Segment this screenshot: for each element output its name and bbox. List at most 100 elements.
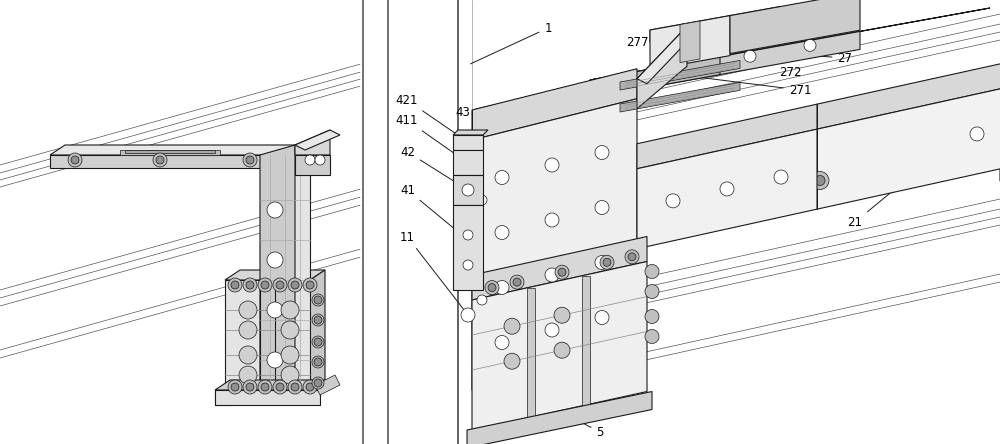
Text: 411: 411 [396, 114, 466, 162]
Circle shape [645, 309, 659, 324]
Circle shape [314, 379, 322, 387]
Circle shape [970, 127, 984, 141]
Circle shape [153, 153, 167, 167]
Circle shape [477, 295, 487, 305]
Circle shape [246, 281, 254, 289]
Polygon shape [125, 150, 215, 153]
Circle shape [815, 175, 825, 186]
Circle shape [485, 281, 499, 295]
Circle shape [488, 284, 496, 292]
Text: 261: 261 [709, 132, 894, 202]
Polygon shape [637, 26, 687, 109]
Circle shape [595, 201, 609, 214]
Polygon shape [467, 392, 652, 444]
Text: 27: 27 [793, 52, 852, 64]
Polygon shape [50, 145, 295, 155]
Circle shape [804, 40, 816, 52]
Circle shape [720, 182, 734, 196]
Circle shape [595, 255, 609, 270]
Circle shape [558, 414, 566, 422]
Circle shape [281, 346, 299, 364]
Polygon shape [472, 262, 647, 430]
Text: 22: 22 [538, 172, 714, 225]
Circle shape [261, 281, 269, 289]
Circle shape [228, 278, 242, 292]
Polygon shape [582, 276, 590, 406]
Circle shape [68, 153, 82, 167]
Polygon shape [215, 390, 320, 405]
Polygon shape [620, 83, 740, 112]
Circle shape [545, 323, 559, 337]
Text: 26: 26 [748, 102, 964, 186]
Polygon shape [453, 130, 488, 135]
Circle shape [281, 321, 299, 339]
Circle shape [495, 336, 509, 349]
Polygon shape [680, 21, 700, 63]
Circle shape [600, 255, 614, 270]
Circle shape [645, 265, 659, 278]
Circle shape [462, 184, 474, 196]
Circle shape [485, 427, 499, 440]
Text: 11: 11 [400, 230, 466, 313]
Circle shape [291, 281, 299, 289]
Circle shape [600, 401, 614, 415]
Circle shape [267, 252, 283, 268]
Circle shape [231, 383, 239, 391]
Polygon shape [453, 150, 483, 175]
Polygon shape [472, 99, 637, 390]
Circle shape [488, 430, 496, 438]
Circle shape [258, 380, 272, 394]
Circle shape [312, 356, 324, 368]
Polygon shape [295, 130, 340, 150]
Circle shape [495, 170, 509, 185]
Circle shape [513, 424, 521, 432]
Circle shape [281, 366, 299, 384]
Circle shape [231, 281, 239, 289]
Circle shape [314, 296, 322, 304]
Circle shape [495, 281, 509, 294]
Circle shape [510, 421, 524, 435]
Circle shape [156, 156, 164, 164]
Polygon shape [50, 155, 280, 168]
Circle shape [239, 301, 257, 319]
Text: 277: 277 [626, 24, 712, 48]
Circle shape [463, 260, 473, 270]
Polygon shape [637, 104, 817, 169]
Circle shape [554, 307, 570, 323]
Circle shape [603, 258, 611, 266]
Circle shape [603, 404, 611, 412]
Circle shape [288, 278, 302, 292]
Polygon shape [472, 237, 647, 300]
Circle shape [558, 268, 566, 276]
Circle shape [811, 171, 829, 190]
Polygon shape [225, 270, 325, 280]
Polygon shape [650, 7, 780, 42]
Polygon shape [590, 32, 860, 98]
Circle shape [239, 321, 257, 339]
Text: 42: 42 [400, 146, 466, 189]
Text: 1: 1 [471, 21, 552, 64]
Polygon shape [590, 56, 720, 98]
Circle shape [306, 281, 314, 289]
Circle shape [303, 380, 317, 394]
Circle shape [246, 156, 254, 164]
Circle shape [276, 383, 284, 391]
Circle shape [315, 155, 325, 165]
Circle shape [267, 202, 283, 218]
Polygon shape [453, 205, 483, 290]
Circle shape [625, 250, 639, 264]
Text: 5: 5 [561, 412, 604, 439]
Circle shape [554, 342, 570, 358]
Text: 43: 43 [455, 69, 654, 119]
Circle shape [267, 302, 283, 318]
Circle shape [545, 158, 559, 172]
Polygon shape [260, 145, 295, 390]
Polygon shape [817, 49, 1000, 129]
Circle shape [305, 155, 315, 165]
Circle shape [312, 294, 324, 306]
Circle shape [281, 301, 299, 319]
Circle shape [239, 346, 257, 364]
Polygon shape [527, 288, 535, 418]
Polygon shape [120, 150, 220, 155]
Circle shape [273, 380, 287, 394]
